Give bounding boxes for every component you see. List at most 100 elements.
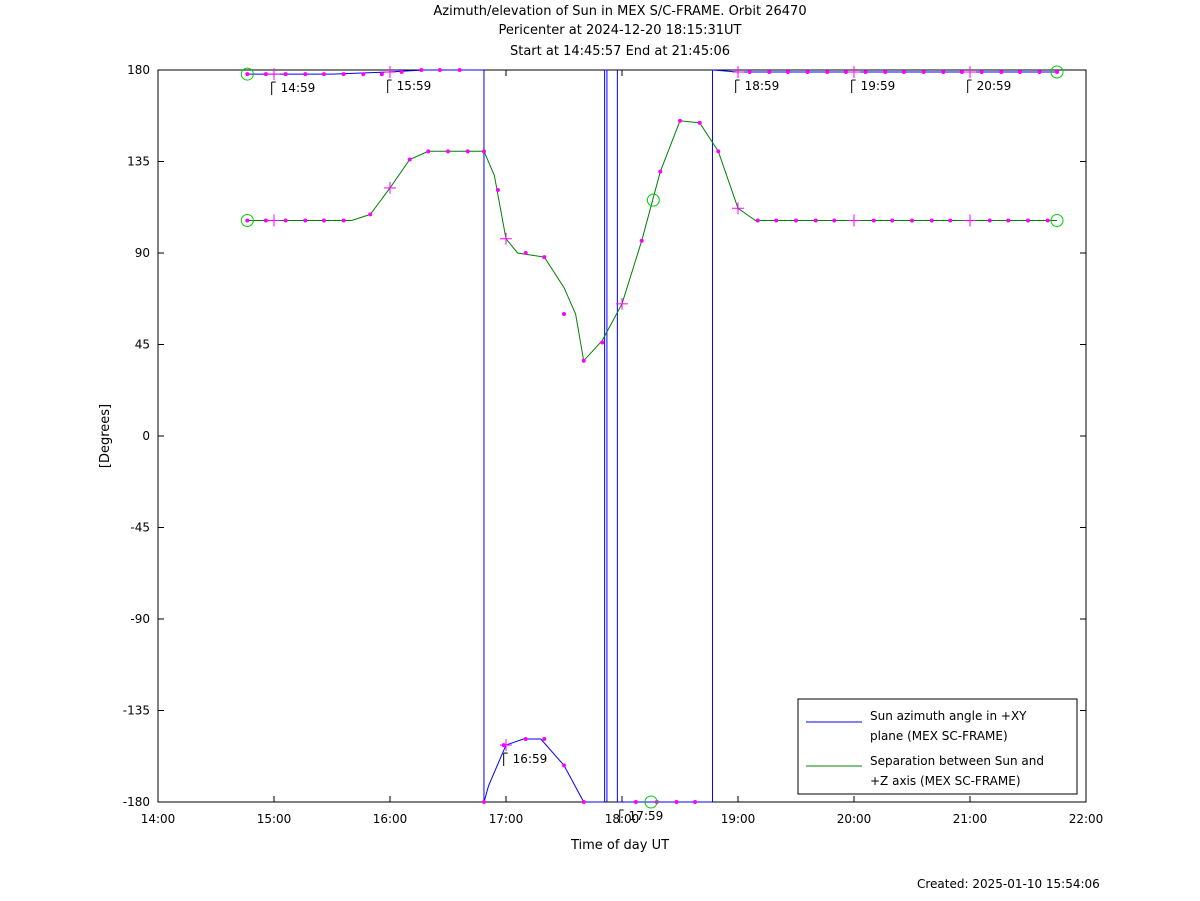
azimuth-data-point <box>361 72 366 77</box>
separation-data-point <box>658 169 663 174</box>
azimuth-data-point <box>941 70 946 75</box>
azimuth-data-point <box>399 70 404 75</box>
annotation-time-label: 14:59 <box>281 81 316 95</box>
separation-data-point <box>890 218 895 223</box>
y-tick-label: -135 <box>123 704 150 718</box>
legend-label-separation-line2: +Z axis (MEX SC-FRAME) <box>870 774 1021 788</box>
x-tick-label: 17:00 <box>489 812 524 826</box>
created-timestamp: Created: 2025-01-10 15:54:06 <box>917 877 1100 891</box>
azimuth-data-point <box>825 70 830 75</box>
y-tick-label: -90 <box>130 612 150 626</box>
y-tick-label: 135 <box>127 155 150 169</box>
azimuth-data-point <box>542 736 547 741</box>
endpoint-circle <box>644 795 658 809</box>
separation-data-point <box>755 218 760 223</box>
x-tick-label: 20:00 <box>837 812 872 826</box>
azimuth-series-line <box>247 69 484 75</box>
azimuth-data-point <box>523 736 528 741</box>
annotation-time-label: 20:59 <box>977 79 1012 93</box>
separation-data-point <box>871 218 876 223</box>
series-markers <box>240 65 1064 809</box>
legend-label-separation-line1: Separation between Sun and <box>870 754 1044 768</box>
y-axis-ticks: 180 135 90 45 0 -45 -90 -135 -180 <box>123 63 1086 809</box>
separation-data-point <box>774 218 779 223</box>
endpoint-circle <box>240 213 254 227</box>
series-lines <box>247 69 1057 803</box>
separation-data-point <box>910 218 914 223</box>
azimuth-data-point <box>245 72 250 77</box>
azimuth-data-point <box>263 72 268 77</box>
x-tick-label: 16:00 <box>373 812 408 826</box>
separation-data-point <box>1026 218 1030 223</box>
azimuth-data-point <box>921 70 926 75</box>
annotation-time-label: 15:59 <box>397 79 432 93</box>
azimuth-data-point <box>321 72 326 77</box>
x-axis-label: Time of day UT <box>570 838 669 853</box>
separation-data-point <box>600 340 605 345</box>
separation-data-point <box>263 218 268 223</box>
annotation-time-label: 18:59 <box>745 79 780 93</box>
separation-data-point <box>813 218 818 223</box>
x-tick-label: 21:00 <box>953 812 988 826</box>
legend: Sun azimuth angle in +XY plane (MEX SC-F… <box>797 698 1078 795</box>
legend-label-azimuth-line2: plane (MEX SC-FRAME) <box>870 729 1008 743</box>
separation-data-point <box>407 157 412 162</box>
chart-subtitle-pericenter: Pericenter at 2024-12-20 18:15:31UT <box>498 23 742 38</box>
separation-data-point <box>321 218 326 223</box>
azimuth-data-point <box>1055 70 1059 75</box>
azimuth-data-point <box>785 70 790 75</box>
x-axis-ticks: 14:00 15:00 16:00 17:00 18:00 19:00 20:00 21:00… <box>141 70 1104 826</box>
separation-data-point <box>678 118 682 123</box>
azimuth-series-line <box>483 738 605 803</box>
x-tick-label: 19:00 <box>721 812 756 826</box>
chart-title: Azimuth/elevation of Sun in MEX S/C-FRAM… <box>433 4 807 19</box>
separation-data-point <box>794 218 798 223</box>
y-tick-label: 45 <box>135 338 150 352</box>
annotation-time-label: 17:59 <box>629 809 664 823</box>
legend-box <box>797 698 1078 795</box>
azimuth-data-point <box>767 70 772 75</box>
separation-data-point <box>542 255 547 260</box>
azimuth-data-point <box>1037 70 1042 75</box>
x-tick-label: 22:00 <box>1069 812 1104 826</box>
separation-data-point <box>446 149 450 154</box>
azimuth-data-point <box>341 72 346 77</box>
separation-data-point <box>639 238 644 243</box>
endpoint-circle <box>646 193 660 207</box>
azimuth-data-point <box>805 70 810 75</box>
y-tick-label: 180 <box>127 63 150 77</box>
separation-data-point <box>465 149 470 154</box>
y-axis-label: [Degrees] <box>98 404 113 468</box>
azimuth-data-point <box>979 70 984 75</box>
separation-data-point <box>581 358 586 363</box>
azimuth-data-point <box>481 800 486 804</box>
separation-data-point <box>929 218 934 223</box>
azimuth-data-point <box>901 70 906 75</box>
separation-data-point <box>987 218 992 223</box>
separation-data-point <box>1045 218 1050 223</box>
annotation-time-label: 19:59 <box>861 79 896 93</box>
endpoint-circle <box>240 67 254 81</box>
separation-data-point <box>495 187 500 192</box>
x-tick-label: 18:00 <box>605 812 640 826</box>
x-tick-label: 14:00 <box>141 812 176 826</box>
azimuth-data-point <box>1017 70 1022 75</box>
azimuth-data-point <box>633 800 638 804</box>
separation-data-point <box>716 149 721 154</box>
y-tick-label: -45 <box>130 521 150 535</box>
separation-data-point <box>283 218 288 223</box>
y-tick-label: 90 <box>135 246 150 260</box>
azimuth-data-point <box>999 70 1004 75</box>
azimuth-data-point <box>562 763 566 768</box>
azimuth-data-point <box>419 68 424 72</box>
azimuth-data-point <box>303 72 308 77</box>
separation-data-point <box>341 218 346 223</box>
annotation-time-label: 16:59 <box>513 752 548 766</box>
azimuth-data-point <box>379 72 384 77</box>
separation-data-point <box>562 312 566 316</box>
x-tick-label: 15:00 <box>257 812 292 826</box>
separation-data-point <box>426 149 431 154</box>
separation-data-point <box>303 218 308 223</box>
azimuth-data-point <box>674 800 679 804</box>
azimuth-data-point <box>863 70 868 75</box>
